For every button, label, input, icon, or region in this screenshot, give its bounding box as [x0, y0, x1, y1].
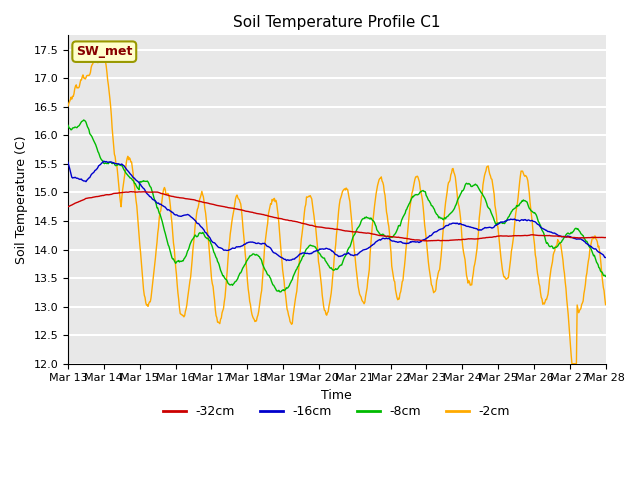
Y-axis label: Soil Temperature (C): Soil Temperature (C) — [15, 135, 28, 264]
X-axis label: Time: Time — [321, 389, 352, 402]
Title: Soil Temperature Profile C1: Soil Temperature Profile C1 — [233, 15, 440, 30]
Legend: -32cm, -16cm, -8cm, -2cm: -32cm, -16cm, -8cm, -2cm — [158, 400, 515, 423]
Text: SW_met: SW_met — [76, 45, 132, 58]
